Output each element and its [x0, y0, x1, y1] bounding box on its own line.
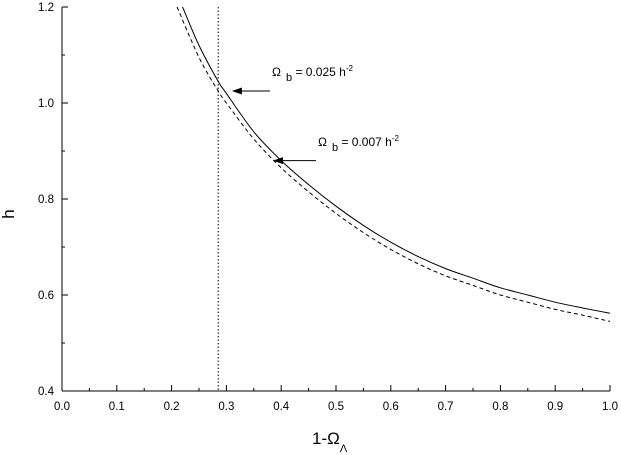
- x-tick-label: 0.8: [492, 401, 508, 413]
- y-tick-label: 1.0: [38, 98, 54, 110]
- annotation-1-superscript: -2: [346, 64, 354, 73]
- annotation-1-omega: Ω: [272, 65, 281, 79]
- annotation-2-omega: Ω: [318, 135, 327, 149]
- x-tick-label: 0.3: [218, 401, 234, 413]
- x-tick-label: 0.5: [328, 401, 344, 413]
- annotation-1-subscript: b: [286, 72, 292, 84]
- x-tick-label: 0.9: [547, 401, 563, 413]
- x-tick-label: 0.1: [109, 401, 125, 413]
- x-tick-label: 1.0: [602, 401, 618, 413]
- plot-area: 0.0 0.1 0.2 0.3 0.4 0.5 0.6 0.7 0.8 0.9 1.0 0.4 0.6 0…: [38, 2, 618, 413]
- annotation-arrow-head: [231, 87, 242, 95]
- y-axis-title: h: [0, 209, 18, 218]
- x-tick-label: 0.2: [164, 401, 180, 413]
- solid-series-line: [182, 6, 611, 314]
- annotation-2-subscript: b: [332, 142, 338, 154]
- x-tick-label: 0.4: [273, 401, 290, 413]
- y-tick-label: 1.2: [38, 2, 54, 14]
- x-tick-label: 0.0: [54, 401, 70, 413]
- annotation-2-text: = 0.007 h: [338, 135, 392, 149]
- x-axis-title-omega: Ω: [327, 429, 340, 448]
- y-tick-label: 0.6: [38, 290, 54, 302]
- x-tick-label: 0.7: [438, 401, 454, 413]
- y-tick-label: 0.8: [38, 194, 54, 206]
- x-axis-title-subscript: Λ: [340, 443, 348, 455]
- annotation-1-text: = 0.025 h: [292, 65, 346, 79]
- y-tick-label: 0.4: [38, 386, 55, 398]
- x-axis-title-prefix: 1-: [312, 429, 327, 448]
- annotation-2-superscript: -2: [392, 134, 400, 143]
- x-axis-title: 1-ΩΛ: [312, 429, 348, 455]
- dashed-series-line: [176, 6, 611, 322]
- annotation-arrow-head: [272, 157, 283, 165]
- x-tick-label: 0.6: [383, 401, 399, 413]
